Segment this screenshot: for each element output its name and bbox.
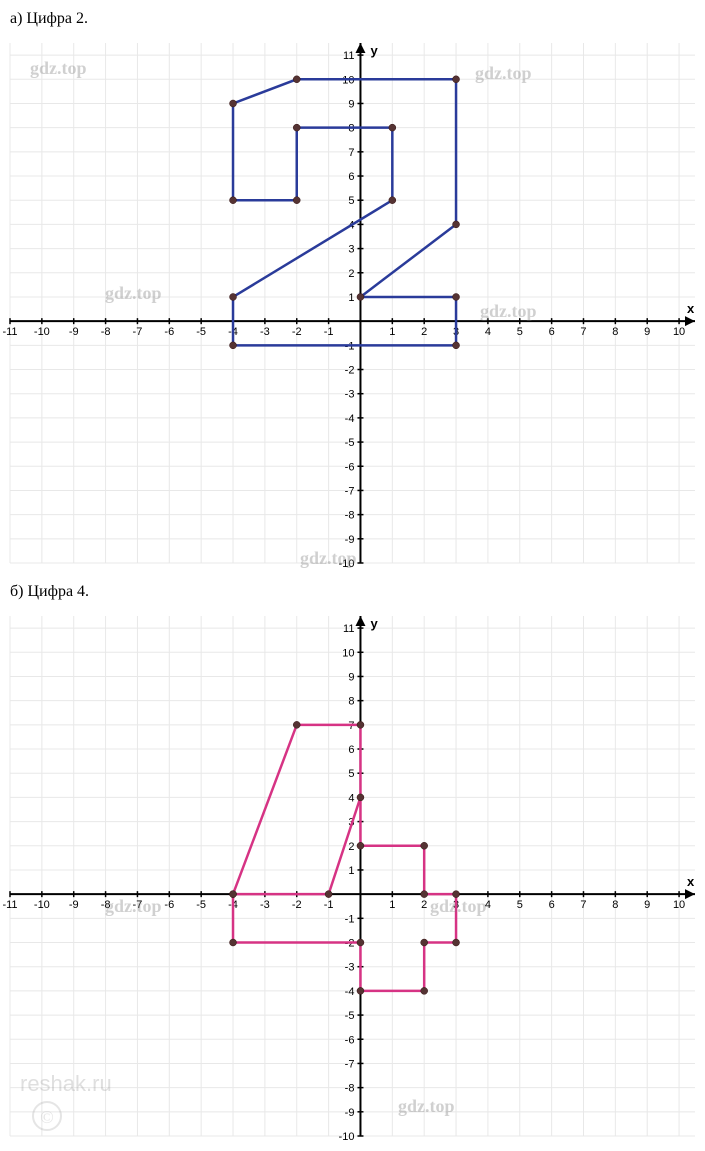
svg-text:x: x — [687, 874, 695, 889]
svg-text:-4: -4 — [345, 986, 355, 998]
svg-text:7: 7 — [580, 899, 586, 911]
svg-text:9: 9 — [644, 899, 650, 911]
svg-text:-7: -7 — [345, 1058, 355, 1070]
svg-text:7: 7 — [348, 147, 354, 159]
svg-text:-8: -8 — [345, 510, 355, 522]
svg-text:6: 6 — [549, 899, 555, 911]
svg-text:2: 2 — [348, 841, 354, 853]
svg-text:y: y — [370, 616, 378, 631]
svg-text:-9: -9 — [345, 534, 355, 546]
svg-text:1: 1 — [389, 899, 395, 911]
svg-text:-10: -10 — [34, 899, 50, 911]
svg-text:-5: -5 — [345, 1010, 355, 1022]
svg-text:-9: -9 — [345, 1107, 355, 1119]
svg-text:11: 11 — [343, 623, 354, 635]
svg-text:9: 9 — [644, 326, 650, 338]
chart-a-svg: -11-10-9-8-7-6-5-4-3-2-112345678910-10-9… — [0, 33, 705, 573]
svg-text:11: 11 — [343, 50, 354, 62]
svg-text:-5: -5 — [196, 326, 206, 338]
svg-text:1: 1 — [389, 326, 395, 338]
svg-text:-3: -3 — [260, 899, 270, 911]
svg-text:-7: -7 — [133, 326, 143, 338]
svg-text:-10: -10 — [34, 326, 50, 338]
svg-text:-8: -8 — [101, 899, 111, 911]
svg-text:6: 6 — [549, 326, 555, 338]
svg-text:-4: -4 — [345, 413, 355, 425]
svg-text:-11: -11 — [2, 326, 17, 338]
svg-text:-9: -9 — [69, 326, 79, 338]
svg-text:1: 1 — [348, 292, 354, 304]
svg-text:2: 2 — [421, 899, 427, 911]
svg-text:4: 4 — [485, 899, 491, 911]
chart-a: -11-10-9-8-7-6-5-4-3-2-112345678910-10-9… — [0, 33, 705, 573]
svg-text:6: 6 — [348, 744, 354, 756]
svg-text:10: 10 — [342, 647, 354, 659]
svg-text:-1: -1 — [345, 913, 355, 925]
svg-text:5: 5 — [517, 326, 523, 338]
part-b-label: б) Цифра 4. — [0, 573, 705, 606]
svg-text:-2: -2 — [292, 899, 302, 911]
svg-text:y: y — [370, 43, 378, 58]
svg-text:3: 3 — [348, 244, 354, 256]
svg-text:2: 2 — [421, 326, 427, 338]
svg-text:-5: -5 — [345, 437, 355, 449]
svg-text:9: 9 — [348, 671, 354, 683]
svg-text:8: 8 — [612, 899, 618, 911]
svg-text:x: x — [687, 301, 695, 316]
svg-text:4: 4 — [485, 326, 491, 338]
svg-text:1: 1 — [348, 865, 354, 877]
svg-text:2: 2 — [348, 268, 354, 280]
svg-text:-7: -7 — [345, 485, 355, 497]
svg-text:-8: -8 — [101, 326, 111, 338]
svg-text:-1: -1 — [324, 326, 334, 338]
svg-text:5: 5 — [517, 899, 523, 911]
svg-text:-3: -3 — [345, 962, 355, 974]
svg-text:-1: -1 — [324, 899, 334, 911]
svg-text:-2: -2 — [292, 326, 302, 338]
svg-text:4: 4 — [348, 792, 354, 804]
svg-text:-6: -6 — [345, 1034, 355, 1046]
svg-text:-6: -6 — [164, 326, 174, 338]
svg-text:-10: -10 — [339, 558, 355, 570]
svg-text:-3: -3 — [345, 389, 355, 401]
svg-text:-9: -9 — [69, 899, 79, 911]
svg-text:8: 8 — [348, 696, 354, 708]
chart-b: -11-10-9-8-7-6-5-4-3-2-112345678910-10-9… — [0, 606, 705, 1146]
svg-text:8: 8 — [612, 326, 618, 338]
svg-text:9: 9 — [348, 98, 354, 110]
svg-text:6: 6 — [348, 171, 354, 183]
svg-text:5: 5 — [348, 195, 354, 207]
svg-text:5: 5 — [348, 768, 354, 780]
svg-text:-10: -10 — [339, 1131, 355, 1143]
chart-b-svg: -11-10-9-8-7-6-5-4-3-2-112345678910-10-9… — [0, 606, 705, 1146]
svg-text:-5: -5 — [196, 899, 206, 911]
svg-text:10: 10 — [673, 326, 685, 338]
svg-text:-8: -8 — [345, 1083, 355, 1095]
svg-text:10: 10 — [673, 899, 685, 911]
svg-text:-2: -2 — [345, 365, 355, 377]
svg-text:-11: -11 — [2, 899, 17, 911]
part-a-label: а) Цифра 2. — [0, 0, 705, 33]
svg-text:7: 7 — [580, 326, 586, 338]
svg-text:-3: -3 — [260, 326, 270, 338]
svg-text:-6: -6 — [345, 461, 355, 473]
svg-text:-7: -7 — [133, 899, 143, 911]
svg-text:-6: -6 — [164, 899, 174, 911]
